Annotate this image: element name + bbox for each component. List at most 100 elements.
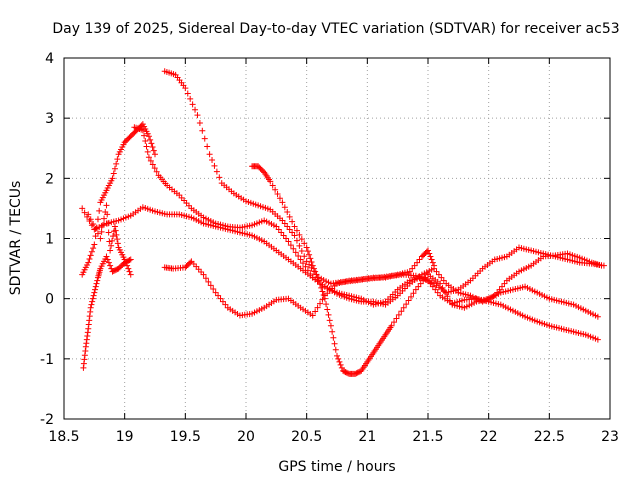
y-tick-label: 1 [45, 232, 54, 248]
data-point [147, 157, 154, 164]
data-point [106, 238, 113, 245]
data-point [127, 256, 134, 263]
data-point [213, 168, 220, 175]
data-point [499, 283, 506, 290]
data-point [320, 292, 327, 299]
data-point [85, 259, 92, 266]
data-point [301, 240, 308, 247]
data-point [416, 256, 423, 263]
data-point [192, 106, 199, 113]
data-point [319, 288, 326, 295]
series-track-g [80, 253, 134, 371]
y-tick-labels: -2 -1 0 1 2 3 4 [40, 51, 54, 428]
data-point [279, 199, 286, 206]
data-point [205, 278, 212, 285]
data-point [219, 298, 226, 305]
data-point [391, 319, 398, 326]
data-point [209, 157, 216, 164]
data-point [93, 224, 100, 231]
data-point [109, 175, 116, 182]
x-tick-label: 22 [480, 429, 498, 445]
data-point [126, 268, 133, 275]
data-point [434, 289, 441, 296]
data-point [103, 202, 110, 209]
data-point [113, 160, 120, 167]
data-point [332, 346, 339, 353]
data-point [99, 222, 106, 229]
data-point [289, 218, 296, 225]
series-track-h [85, 202, 134, 278]
data-point [104, 220, 111, 227]
y-tick-label: 4 [45, 51, 54, 67]
data-point [143, 143, 150, 150]
data-point [306, 251, 313, 258]
data-point [278, 229, 285, 236]
data-point [286, 226, 293, 233]
data-point [90, 292, 97, 299]
x-tick-labels: 18.5 19 19.5 20 20.5 21 21.5 22 22.5 23 [48, 429, 619, 445]
data-point [285, 238, 292, 245]
data-point [405, 297, 412, 304]
y-tick-label: 2 [45, 171, 54, 187]
data-point [267, 178, 274, 185]
data-point [216, 174, 223, 181]
data-point [432, 286, 439, 293]
series-track-f [79, 121, 158, 278]
data-point [142, 138, 149, 145]
y-tick-label: 0 [45, 292, 54, 308]
data-point [431, 262, 438, 269]
axis-ticks [63, 57, 611, 420]
data-point [281, 204, 288, 211]
data-point [337, 361, 344, 368]
data-point [125, 265, 132, 272]
data-point [91, 241, 98, 248]
data-point [85, 211, 92, 218]
data-point [336, 358, 343, 365]
data-point [415, 283, 422, 290]
data-point [145, 154, 152, 161]
data-point [425, 247, 431, 254]
data-point [222, 301, 229, 308]
x-tick-label: 20 [237, 429, 255, 445]
data-point [324, 306, 331, 313]
data-points [79, 68, 607, 377]
data-point [318, 284, 325, 291]
data-point [97, 235, 104, 242]
data-point [217, 295, 224, 302]
data-point [491, 292, 498, 299]
data-point [334, 352, 340, 359]
data-point [92, 286, 99, 293]
data-point [206, 151, 213, 158]
data-point [126, 257, 133, 264]
data-point [94, 216, 101, 223]
data-point [309, 312, 316, 319]
data-point [293, 227, 300, 234]
data-point [187, 259, 194, 266]
data-point [111, 165, 118, 172]
data-point [304, 248, 311, 255]
series-track-a [161, 68, 601, 343]
data-point [412, 286, 419, 293]
data-point [429, 283, 436, 290]
data-point [410, 290, 417, 297]
data-point [406, 268, 413, 275]
data-point [92, 225, 99, 232]
data-point [293, 237, 300, 244]
x-tick-label: 22.5 [534, 429, 565, 445]
data-point [107, 247, 114, 254]
data-point [326, 317, 333, 324]
data-point [88, 222, 95, 229]
data-point [145, 133, 152, 140]
data-point [187, 95, 194, 102]
data-point [281, 220, 288, 227]
data-point [91, 289, 98, 296]
data-point [79, 205, 86, 212]
data-point [200, 271, 207, 278]
data-point [88, 301, 95, 308]
data-point [283, 235, 290, 242]
x-tick-label: 19.5 [170, 429, 201, 445]
data-point [302, 263, 309, 270]
data-point [435, 271, 442, 278]
data-point [286, 213, 293, 220]
data-point [296, 231, 303, 238]
